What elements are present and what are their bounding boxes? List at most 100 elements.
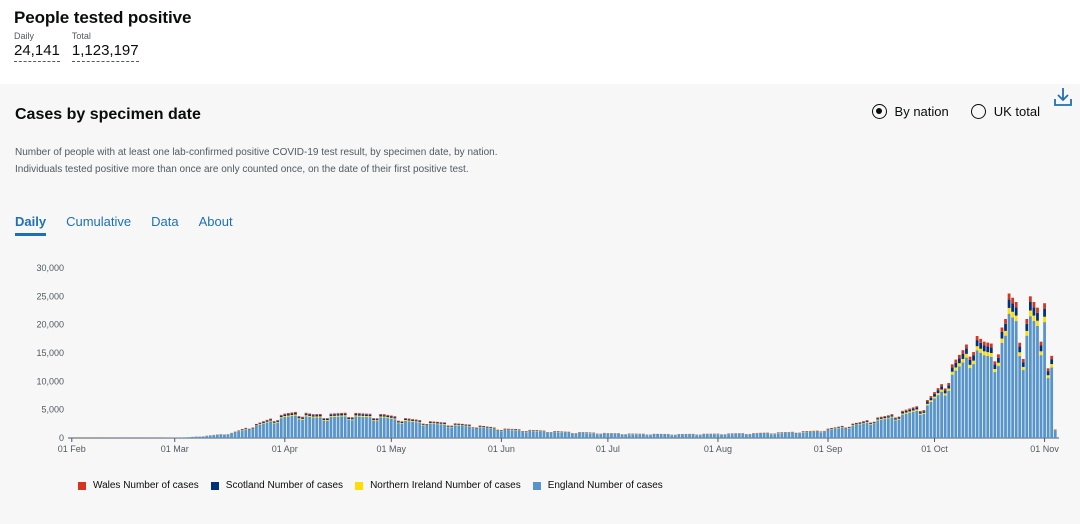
bar-scotland <box>357 414 361 416</box>
bar-wales <box>940 384 943 387</box>
bar-england <box>677 434 681 438</box>
bar-england <box>450 427 454 438</box>
bar-wales <box>272 421 276 422</box>
legend-label-england: England Number of cases <box>547 480 663 491</box>
bar-wales <box>876 417 880 419</box>
bar-scotland <box>365 414 368 417</box>
bar-northern_ireland <box>883 418 887 420</box>
bar-england <box>372 420 375 438</box>
bar-england <box>837 428 841 438</box>
bar-england <box>276 422 280 438</box>
bar-england <box>556 432 560 438</box>
bar-northern_ireland <box>997 362 1000 367</box>
daily-stat: Daily 24,141 <box>14 31 60 62</box>
bar-england <box>791 432 794 438</box>
bar-northern_ireland <box>929 400 933 402</box>
card-description: Number of people with at least one lab-c… <box>15 147 498 175</box>
bar-england <box>244 429 248 438</box>
bar-england <box>411 421 414 438</box>
bar-northern_ireland <box>414 421 418 423</box>
bar-england <box>642 434 645 438</box>
bar-wales <box>258 422 262 424</box>
bar-northern_ireland <box>265 421 269 423</box>
bar-wales <box>464 424 468 425</box>
bar-scotland <box>265 420 269 422</box>
bar-england <box>773 434 777 438</box>
bar-england <box>1025 335 1029 438</box>
bar-scotland <box>400 421 404 423</box>
bar-wales <box>301 416 304 418</box>
total-value[interactable]: 1,123,197 <box>71 41 139 62</box>
bar-scotland <box>1007 299 1011 308</box>
bar-scotland <box>492 427 496 429</box>
bar-wales <box>858 422 862 423</box>
bar-england <box>851 425 855 438</box>
bar-england <box>205 436 209 438</box>
tab-data[interactable]: Data <box>151 214 179 229</box>
bar-northern_ireland <box>297 418 301 420</box>
bar-england <box>673 435 677 438</box>
bar-wales <box>468 424 471 426</box>
bar-wales <box>865 420 869 421</box>
bar-northern_ireland <box>993 369 997 373</box>
tab-about[interactable]: About <box>198 214 233 229</box>
bar-wales <box>1011 297 1015 304</box>
bar-england <box>709 434 713 438</box>
bar-scotland <box>368 414 372 417</box>
bar-england <box>539 431 542 438</box>
bar-wales <box>957 354 961 359</box>
bar-england <box>198 436 201 438</box>
bar-northern_ireland <box>922 412 926 415</box>
bar-scotland <box>421 424 425 426</box>
bar-england <box>308 416 312 438</box>
bar-northern_ireland <box>865 421 869 423</box>
bar-england <box>386 418 390 438</box>
bar-england <box>872 424 876 438</box>
bar-wales <box>265 419 269 421</box>
bar-england <box>961 362 965 438</box>
bar-northern_ireland <box>989 353 993 357</box>
tab-cumulative[interactable]: Cumulative <box>66 214 132 229</box>
bar-england <box>922 414 926 438</box>
bar-england <box>258 424 262 438</box>
bar-wales <box>915 406 919 408</box>
bar-england <box>943 395 947 438</box>
bar-england <box>439 424 443 438</box>
bar-wales <box>968 356 972 360</box>
radio-checked-icon[interactable] <box>871 104 887 119</box>
bar-northern_ireland <box>1021 366 1025 371</box>
bar-england <box>311 417 315 438</box>
bar-scotland <box>954 362 958 368</box>
bar-wales <box>954 359 958 363</box>
bar-england <box>475 428 478 438</box>
bar-england <box>453 425 457 438</box>
radio-by-nation[interactable]: By nation <box>871 104 949 119</box>
bar-wales <box>354 412 358 414</box>
radio-unchecked-icon[interactable] <box>970 104 986 119</box>
radio-uk-total[interactable]: UK total <box>970 104 1040 119</box>
metric-header: People tested positive Daily 24,141 Tota… <box>14 8 191 62</box>
bar-england <box>784 432 787 438</box>
bar-england <box>354 416 358 438</box>
bar-england <box>379 417 383 438</box>
bar-wales <box>404 418 407 419</box>
bar-wales <box>347 417 351 418</box>
bar-england <box>212 435 216 438</box>
bar-northern_ireland <box>361 415 365 417</box>
bar-northern_ireland <box>1025 330 1029 336</box>
bar-scotland <box>1018 346 1022 353</box>
bar-england <box>436 424 439 438</box>
bar-scotland <box>894 418 897 420</box>
bar-wales <box>322 418 326 419</box>
daily-value[interactable]: 24,141 <box>14 41 60 62</box>
bar-england <box>322 420 326 438</box>
bar-england <box>989 356 993 438</box>
bar-england <box>460 425 464 438</box>
bar-wales <box>986 342 990 347</box>
bar-england <box>389 418 393 438</box>
download-icon[interactable] <box>1052 86 1074 108</box>
tab-daily[interactable]: Daily <box>15 214 47 236</box>
bar-scotland <box>1014 307 1018 316</box>
bar-northern_ireland <box>407 420 411 422</box>
bar-northern_ireland <box>389 417 393 419</box>
